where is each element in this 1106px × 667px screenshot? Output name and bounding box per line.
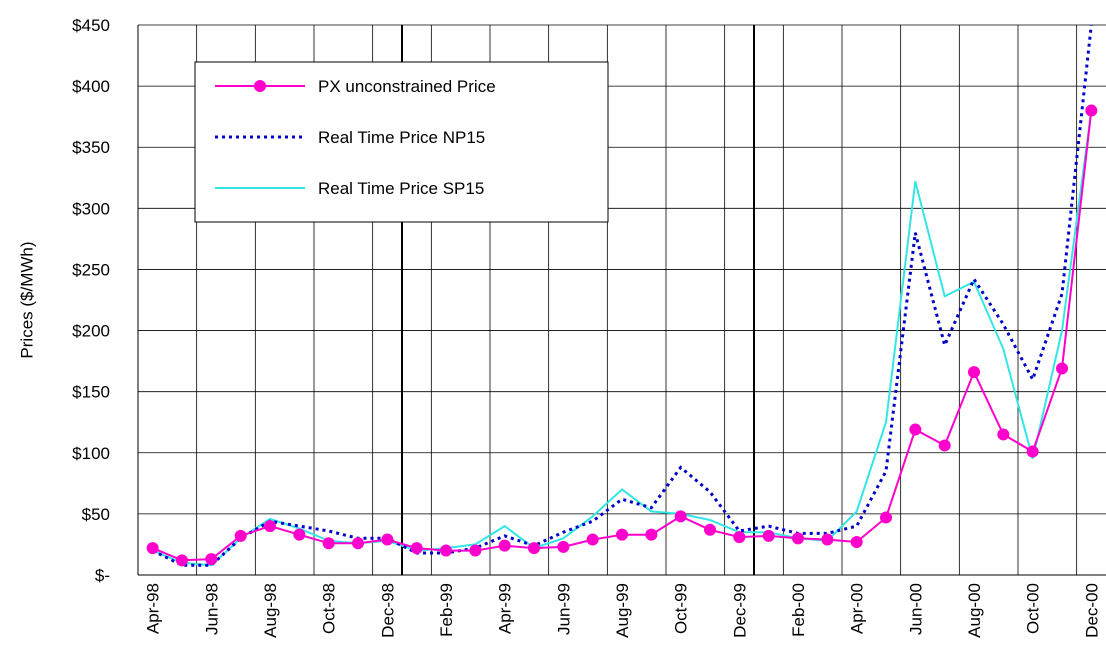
- series-marker: [586, 533, 599, 546]
- x-tick-label: Feb-99: [437, 583, 456, 637]
- y-axis-title: Prices ($/MWh): [17, 241, 36, 358]
- series-marker: [704, 523, 716, 536]
- legend-label: Real Time Price NP15: [318, 128, 485, 147]
- y-tick-label: $150: [72, 383, 110, 402]
- x-tick-label: Aug-99: [613, 583, 632, 638]
- x-tick-label: Dec-98: [378, 583, 397, 638]
- series-marker: [557, 540, 570, 553]
- series-marker: [146, 542, 159, 555]
- y-tick-label: $200: [72, 322, 110, 341]
- y-tick-label: $50: [82, 505, 110, 524]
- series-marker: [938, 439, 951, 452]
- y-tick-label: $450: [72, 16, 110, 35]
- y-tick-label: $350: [72, 138, 110, 157]
- x-tick-label: Dec-99: [730, 583, 749, 638]
- x-tick-label: Jun-00: [906, 583, 925, 635]
- series-marker: [1085, 104, 1098, 117]
- series-marker: [968, 366, 980, 379]
- x-tick-label: Aug-00: [965, 583, 984, 638]
- x-tick-label: Oct-98: [320, 583, 339, 634]
- x-tick-label: Oct-99: [672, 583, 691, 634]
- series-marker: [381, 533, 394, 546]
- series-marker: [1056, 362, 1068, 375]
- series-marker: [616, 528, 628, 541]
- series-marker: [821, 533, 834, 546]
- series-marker: [234, 529, 247, 542]
- series-marker: [440, 544, 452, 557]
- series-marker: [528, 542, 540, 555]
- series-marker: [352, 537, 364, 550]
- series-marker: [733, 531, 746, 544]
- series-marker: [1026, 445, 1039, 458]
- x-tick-label: Oct-00: [1024, 583, 1043, 634]
- legend-marker: [254, 80, 266, 92]
- series-marker: [997, 428, 1010, 441]
- series-marker: [909, 423, 922, 436]
- series-marker: [762, 529, 775, 542]
- x-tick-label: Apr-99: [496, 583, 515, 634]
- y-tick-label: $300: [72, 199, 110, 218]
- series-marker: [498, 539, 511, 552]
- series-marker: [792, 532, 804, 545]
- y-tick-label: $400: [72, 77, 110, 96]
- x-tick-label: Jun-98: [202, 583, 221, 635]
- legend-label: Real Time Price SP15: [318, 179, 484, 198]
- y-tick-label: $-: [95, 566, 110, 585]
- series-marker: [880, 511, 892, 524]
- x-tick-label: Apr-98: [144, 583, 163, 634]
- x-tick-label: Jun-99: [554, 583, 573, 635]
- x-tick-label: Aug-98: [261, 583, 280, 638]
- series-line: [152, 24, 1093, 567]
- series-marker: [645, 528, 658, 541]
- x-tick-label: Apr-00: [848, 583, 867, 634]
- series-marker: [410, 542, 423, 555]
- series-marker: [850, 536, 863, 548]
- x-tick-label: Dec-00: [1082, 583, 1101, 638]
- series-marker: [469, 544, 482, 557]
- series-line: [152, 110, 1093, 567]
- y-tick-label: $250: [72, 260, 110, 279]
- y-tick-label: $100: [72, 444, 110, 463]
- x-tick-label: Feb-00: [789, 583, 808, 637]
- series-marker: [674, 510, 687, 523]
- series-marker: [264, 520, 276, 533]
- series-marker: [205, 553, 218, 566]
- series-marker: [322, 537, 335, 550]
- series-marker: [293, 528, 306, 541]
- legend-label: PX unconstrained Price: [318, 77, 496, 96]
- series-marker: [176, 554, 188, 567]
